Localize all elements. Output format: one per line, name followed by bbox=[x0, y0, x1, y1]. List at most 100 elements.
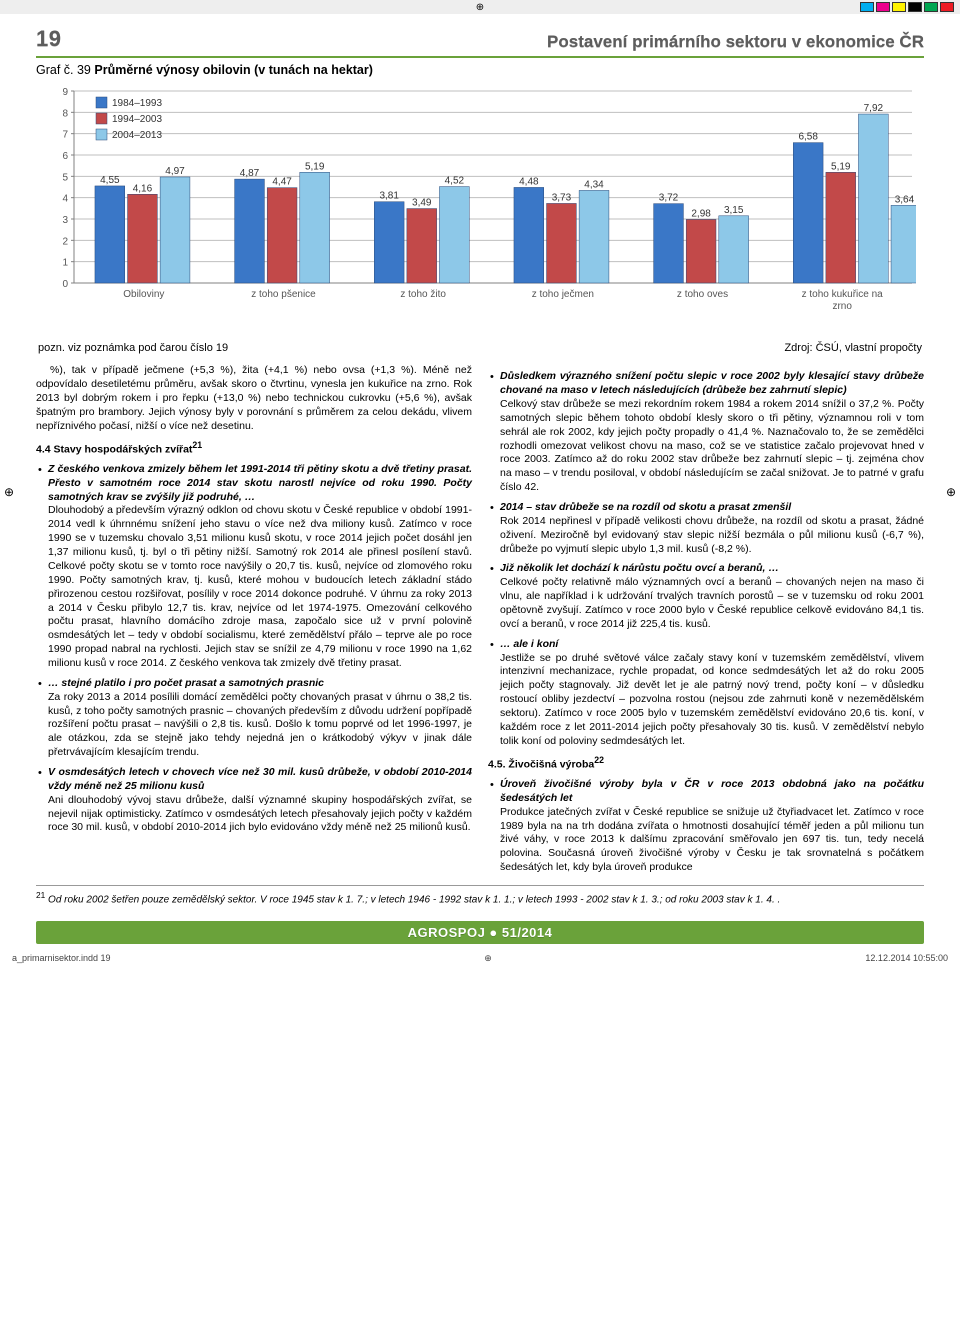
column-left: %), tak v případě ječmene (+5,3 %), žita… bbox=[36, 364, 472, 875]
figure-caption: Graf č. 39 Průměrné výnosy obilovin (v t… bbox=[36, 62, 924, 79]
bullet-body: Ani dlouhodobý vývoj stavu drůbeže, dalš… bbox=[48, 794, 472, 834]
right-subhead-text: 4.5. Živočišná výroba bbox=[488, 758, 594, 770]
figure-caption-title: Průměrné výnosy obilovin (v tunách na he… bbox=[94, 63, 373, 77]
footer-bar: AGROSPOJ ● 51/2014 bbox=[36, 921, 924, 945]
figure-note-left: pozn. viz poznámka pod čarou číslo 19 bbox=[38, 341, 228, 356]
bullet-item: … stejné platilo i pro počet prasat a sa… bbox=[36, 677, 472, 760]
bar-chart-svg: 01234567894,554,164,97Obiloviny4,874,475… bbox=[36, 83, 916, 333]
right-subhead: 4.5. Živočišná výroba22 bbox=[488, 755, 924, 772]
print-swatch bbox=[892, 2, 906, 12]
svg-text:3,15: 3,15 bbox=[724, 204, 744, 215]
svg-text:3,81: 3,81 bbox=[379, 190, 399, 201]
bullet-body: Celkové počty relativně málo významných … bbox=[500, 576, 924, 630]
svg-text:0: 0 bbox=[62, 279, 68, 290]
bullet-body: Rok 2014 nepřinesl v případě velikosti c… bbox=[500, 515, 924, 555]
svg-text:z toho žito: z toho žito bbox=[400, 289, 446, 300]
bullet-item: Již několik let dochází k nárůstu počtu … bbox=[488, 562, 924, 631]
svg-text:5: 5 bbox=[62, 172, 68, 183]
bullet-lead: V osmdesátých letech v chovech více než … bbox=[48, 766, 472, 792]
footnote-sup: 21 bbox=[36, 890, 45, 900]
svg-text:Obiloviny: Obiloviny bbox=[123, 289, 164, 300]
bullet-item: Z českého venkova zmizely během let 1991… bbox=[36, 463, 472, 671]
page-number: 19 bbox=[36, 24, 61, 54]
svg-text:z toho kukuřice na: z toho kukuřice na bbox=[802, 289, 884, 300]
svg-text:3,49: 3,49 bbox=[412, 197, 432, 208]
left-intro-paragraph: %), tak v případě ječmene (+5,3 %), žita… bbox=[36, 364, 472, 433]
footer-text: AGROSPOJ ● 51/2014 bbox=[408, 925, 553, 940]
svg-text:1984–1993: 1984–1993 bbox=[112, 98, 162, 109]
svg-text:z toho oves: z toho oves bbox=[677, 289, 728, 300]
svg-text:5,19: 5,19 bbox=[831, 161, 851, 172]
svg-text:3: 3 bbox=[62, 215, 68, 226]
two-column-body: %), tak v případě ječmene (+5,3 %), žita… bbox=[36, 364, 924, 875]
print-time: 12.12.2014 10:55:00 bbox=[865, 952, 948, 964]
registration-mark-left: ⊕ bbox=[4, 484, 14, 500]
svg-text:3,72: 3,72 bbox=[659, 192, 679, 203]
svg-text:4,52: 4,52 bbox=[445, 175, 465, 186]
bar-chart: 01234567894,554,164,97Obiloviny4,874,475… bbox=[36, 81, 924, 340]
svg-text:3,64: 3,64 bbox=[895, 194, 915, 205]
print-swatch bbox=[876, 2, 890, 12]
print-topbar: ⊕ bbox=[0, 0, 960, 14]
svg-text:4: 4 bbox=[62, 193, 68, 204]
left-subhead-sup: 21 bbox=[192, 440, 202, 450]
svg-text:z toho pšenice: z toho pšenice bbox=[251, 289, 316, 300]
svg-text:6: 6 bbox=[62, 151, 68, 162]
bullet-lead: Z českého venkova zmizely během let 1991… bbox=[48, 463, 472, 503]
svg-text:2004–2013: 2004–2013 bbox=[112, 130, 162, 141]
svg-text:z toho ječmen: z toho ječmen bbox=[532, 289, 594, 300]
svg-text:4,55: 4,55 bbox=[100, 174, 120, 185]
right-after-bullet-list: Úroveň živočišné výroby byla v ČR v roce… bbox=[488, 778, 924, 875]
bullet-body: Jestliže se po druhé světové válce začal… bbox=[500, 652, 924, 747]
registration-mark-right: ⊕ bbox=[946, 484, 956, 500]
left-subhead: 4.4 Stavy hospodářských zvířat21 bbox=[36, 440, 472, 457]
svg-text:4,48: 4,48 bbox=[519, 176, 539, 187]
figure-note-right: Zdroj: ČSÚ, vlastní propočty bbox=[784, 341, 922, 356]
svg-text:5,19: 5,19 bbox=[305, 161, 325, 172]
footnote: 21 Od roku 2002 šetřen pouze zemědělský … bbox=[36, 885, 924, 907]
svg-text:4,47: 4,47 bbox=[272, 176, 292, 187]
bullet-lead: … ale i koní bbox=[500, 638, 558, 650]
print-metadata: a_primarnisektor.indd 19 ⊕ 12.12.2014 10… bbox=[0, 944, 960, 968]
svg-text:4,34: 4,34 bbox=[584, 179, 604, 190]
right-bullet-list: Důsledkem výrazného snížení počtu slepic… bbox=[488, 370, 924, 748]
svg-text:7: 7 bbox=[62, 129, 68, 140]
figure-caption-prefix: Graf č. 39 bbox=[36, 63, 91, 77]
print-file: a_primarnisektor.indd 19 bbox=[12, 952, 111, 964]
section-title: Postavení primárního sektoru v ekonomice… bbox=[547, 31, 924, 54]
column-right: Důsledkem výrazného snížení počtu slepic… bbox=[488, 364, 924, 875]
svg-text:7,92: 7,92 bbox=[864, 103, 884, 114]
svg-text:4,87: 4,87 bbox=[240, 168, 260, 179]
print-swatches bbox=[860, 2, 954, 12]
bullet-lead: Důsledkem výrazného snížení počtu slepic… bbox=[500, 370, 924, 396]
svg-text:9: 9 bbox=[62, 87, 68, 98]
svg-text:8: 8 bbox=[62, 108, 68, 119]
bullet-item: Úroveň živočišné výroby byla v ČR v roce… bbox=[488, 778, 924, 875]
svg-text:1: 1 bbox=[62, 257, 68, 268]
print-swatch bbox=[908, 2, 922, 12]
bullet-body: Za roky 2013 a 2014 posílili domácí země… bbox=[48, 691, 472, 758]
svg-text:6,58: 6,58 bbox=[798, 131, 818, 142]
svg-text:2,98: 2,98 bbox=[691, 208, 711, 219]
bullet-lead: Již několik let dochází k nárůstu počtu … bbox=[500, 562, 779, 574]
bullet-body: Dlouhodobý a především výrazný odklon od… bbox=[48, 504, 472, 668]
left-bullet-list: Z českého venkova zmizely během let 1991… bbox=[36, 463, 472, 835]
bullet-item: … ale i koní Jestliže se po druhé světové… bbox=[488, 638, 924, 749]
bullet-body: Celkový stav drůbeže se mezi rekordním r… bbox=[500, 398, 924, 493]
bullet-lead: 2014 – stav drůbeže se na rozdíl od skot… bbox=[500, 501, 791, 513]
bullet-lead: … stejné platilo i pro počet prasat a sa… bbox=[48, 677, 324, 689]
page-content: 19 Postavení primárního sektoru v ekonom… bbox=[0, 20, 960, 915]
print-swatch bbox=[860, 2, 874, 12]
footnote-text: Od roku 2002 šetřen pouze zemědělský sek… bbox=[48, 894, 780, 905]
registration-mark-top: ⊕ bbox=[476, 1, 484, 15]
svg-text:4,97: 4,97 bbox=[165, 166, 185, 177]
print-swatch bbox=[940, 2, 954, 12]
bullet-item: 2014 – stav drůbeže se na rozdíl od skot… bbox=[488, 501, 924, 556]
svg-text:4,16: 4,16 bbox=[133, 183, 153, 194]
svg-text:3,73: 3,73 bbox=[552, 192, 572, 203]
bullet-body: Produkce jatečných zvířat v České republ… bbox=[500, 806, 924, 873]
bullet-item: V osmdesátých letech v chovech více než … bbox=[36, 766, 472, 835]
registration-mark-bottom: ⊕ bbox=[484, 952, 492, 964]
svg-text:1994–2003: 1994–2003 bbox=[112, 114, 162, 125]
figure-notes: pozn. viz poznámka pod čarou číslo 19 Zd… bbox=[38, 341, 922, 356]
